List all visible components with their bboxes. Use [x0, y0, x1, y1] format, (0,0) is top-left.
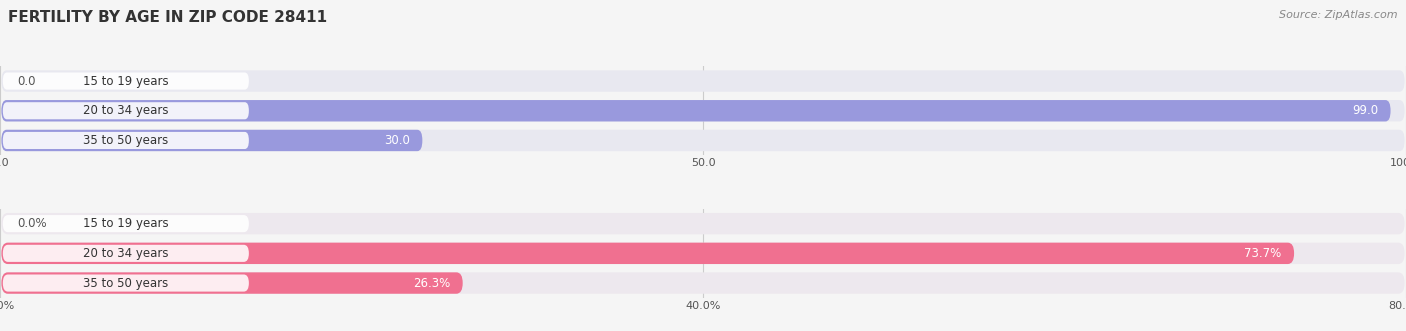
FancyBboxPatch shape	[1, 100, 1391, 121]
Text: 20 to 34 years: 20 to 34 years	[83, 247, 169, 260]
FancyBboxPatch shape	[1, 213, 1405, 234]
FancyBboxPatch shape	[1, 272, 463, 294]
Text: FERTILITY BY AGE IN ZIP CODE 28411: FERTILITY BY AGE IN ZIP CODE 28411	[8, 10, 328, 25]
FancyBboxPatch shape	[3, 102, 249, 119]
FancyBboxPatch shape	[1, 272, 1405, 294]
Text: 0.0: 0.0	[17, 74, 35, 88]
Text: 15 to 19 years: 15 to 19 years	[83, 217, 169, 230]
FancyBboxPatch shape	[3, 245, 249, 262]
FancyBboxPatch shape	[1, 243, 1405, 264]
FancyBboxPatch shape	[1, 243, 1294, 264]
FancyBboxPatch shape	[3, 132, 249, 149]
Text: 30.0: 30.0	[384, 134, 409, 147]
Text: 73.7%: 73.7%	[1244, 247, 1281, 260]
FancyBboxPatch shape	[1, 130, 1405, 151]
Text: 20 to 34 years: 20 to 34 years	[83, 104, 169, 117]
FancyBboxPatch shape	[1, 130, 422, 151]
Text: 35 to 50 years: 35 to 50 years	[83, 276, 169, 290]
FancyBboxPatch shape	[3, 274, 249, 292]
FancyBboxPatch shape	[1, 100, 1405, 121]
FancyBboxPatch shape	[3, 215, 249, 232]
Text: 0.0%: 0.0%	[17, 217, 46, 230]
Text: 15 to 19 years: 15 to 19 years	[83, 74, 169, 88]
FancyBboxPatch shape	[1, 71, 1405, 92]
Text: 35 to 50 years: 35 to 50 years	[83, 134, 169, 147]
FancyBboxPatch shape	[3, 72, 249, 90]
Text: 26.3%: 26.3%	[413, 276, 450, 290]
Text: 99.0: 99.0	[1351, 104, 1378, 117]
Text: Source: ZipAtlas.com: Source: ZipAtlas.com	[1279, 10, 1398, 20]
